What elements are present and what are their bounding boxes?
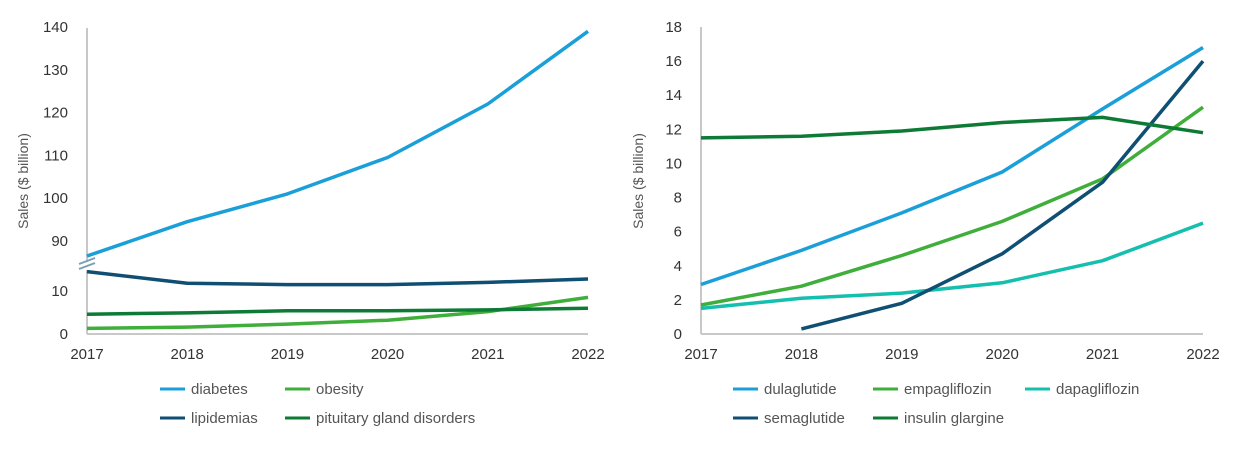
- x-tick-label-2022: 2022: [1186, 346, 1219, 363]
- legend-label-empagliflozin: empagliflozin: [904, 381, 992, 398]
- legend-label-dulaglutide: dulaglutide: [764, 381, 837, 398]
- legend-label-semaglutide: semaglutide: [764, 410, 845, 427]
- x-tick-label-2019: 2019: [885, 346, 918, 363]
- legend-label-diabetes: diabetes: [191, 381, 248, 398]
- y-tick-label-8: 8: [674, 190, 682, 207]
- y-tick-label-90: 90: [51, 233, 68, 250]
- y-axis-label: Sales ($ billion): [15, 133, 31, 229]
- y-tick-label-10: 10: [51, 283, 68, 300]
- y-tick-label-130: 130: [43, 62, 68, 79]
- x-tick-label-2022: 2022: [571, 346, 604, 363]
- y-tick-label-0: 0: [674, 326, 682, 343]
- x-tick-label-2017: 2017: [70, 346, 103, 363]
- series-line-pituitary-gland-disorders: [86, 306, 589, 316]
- x-tick-label-2017: 2017: [684, 346, 717, 363]
- axis-break-mark: [78, 262, 96, 270]
- x-tick-label-2020: 2020: [371, 346, 404, 363]
- series-line-dapagliflozin: [700, 221, 1204, 311]
- y-tick-label-10: 10: [665, 155, 682, 172]
- series-line-diabetes: [86, 29, 590, 258]
- legend-label-pituitary-gland-disorders: pituitary gland disorders: [316, 410, 475, 427]
- y-tick-label-6: 6: [674, 224, 682, 241]
- y-tick-label-120: 120: [43, 105, 68, 122]
- y-tick-label-110: 110: [44, 147, 68, 164]
- series-line-empagliflozin: [700, 105, 1205, 307]
- y-tick-label-14: 14: [665, 87, 682, 104]
- x-tick-label-2021: 2021: [471, 346, 504, 363]
- series-line-dulaglutide: [700, 46, 1204, 287]
- series-line-lipidemias: [86, 269, 589, 287]
- chart-diabetes-drugs: 0 2 4 6 8 10 12 14 16 18 2017 2018 2019 2020 2021 2022 S…: [630, 19, 1220, 427]
- y-tick-label-140: 140: [43, 19, 68, 36]
- x-tick-label-2018: 2018: [171, 346, 204, 363]
- axis-break-mark: [78, 257, 96, 265]
- x-tick-label-2021: 2021: [1086, 346, 1119, 363]
- y-tick-label-0: 0: [60, 326, 68, 343]
- legend-label-insulin-glargine: insulin glargine: [904, 410, 1004, 427]
- chart-diabetes-categories: 90 100 110 120 130 140 0 10 2017 2018 2019 2020 2021…: [15, 19, 605, 427]
- legend-label-lipidemias: lipidemias: [191, 410, 258, 427]
- x-tick-label-2018: 2018: [785, 346, 818, 363]
- y-tick-label-2: 2: [674, 292, 682, 309]
- legend-label-dapagliflozin: dapagliflozin: [1056, 381, 1139, 398]
- legend-label-obesity: obesity: [316, 381, 364, 398]
- x-tick-label-2019: 2019: [271, 346, 304, 363]
- y-tick-label-18: 18: [665, 19, 682, 36]
- y-tick-label-16: 16: [665, 53, 682, 70]
- y-tick-label-12: 12: [665, 121, 682, 138]
- y-tick-label-100: 100: [43, 190, 68, 207]
- y-tick-label-4: 4: [674, 258, 682, 275]
- series-line-insulin-glargine: [700, 115, 1204, 140]
- series-line-semaglutide: [800, 59, 1205, 331]
- y-axis-label: Sales ($ billion): [630, 133, 646, 229]
- x-tick-label-2020: 2020: [986, 346, 1019, 363]
